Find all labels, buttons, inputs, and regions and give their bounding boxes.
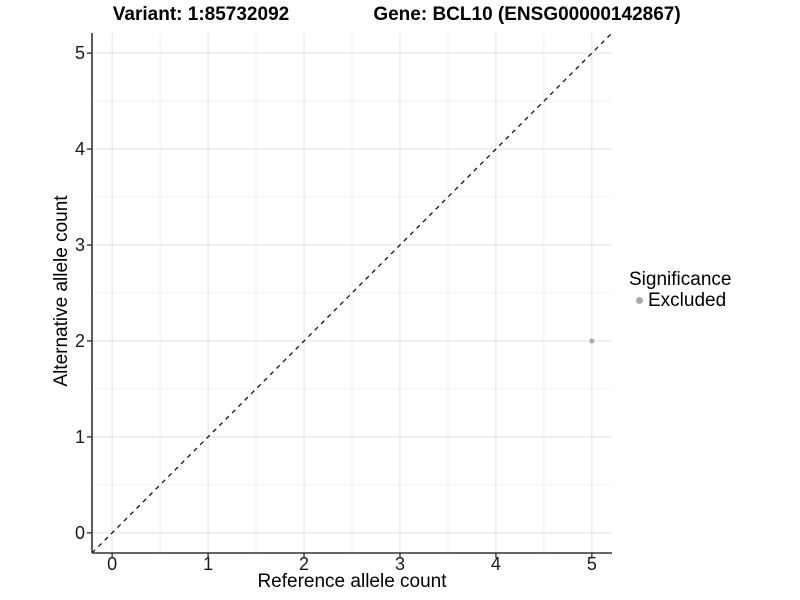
x-tick-label: 3	[394, 554, 405, 574]
x-tick-label: 5	[586, 554, 597, 574]
x-tick-label: 0	[107, 554, 118, 574]
legend-title: Significance	[629, 269, 732, 290]
y-tick-label: 5	[74, 43, 85, 64]
identity-reference-line	[91, 32, 613, 554]
x-tick-label: 4	[490, 554, 501, 574]
y-tick-label: 2	[74, 330, 85, 351]
legend-item-excluded: Excluded	[629, 290, 731, 311]
y-tick-label: 1	[74, 426, 85, 447]
y-axis-title: Alternative allele count	[51, 195, 72, 387]
x-axis-title: Reference allele count	[257, 571, 447, 592]
plot-title-variant: Variant: 1:85732092	[112, 4, 290, 25]
y-tick-label: 0	[74, 522, 85, 543]
plot-title-gene: Gene: BCL10 (ENSG00000142867)	[373, 4, 681, 25]
x-tick-label: 2	[299, 554, 310, 574]
legend: Significance Excluded	[629, 269, 731, 311]
y-tick-label: 4	[74, 139, 85, 160]
data-point	[589, 338, 595, 344]
x-tick-label: 1	[203, 554, 214, 574]
legend-item-label: Excluded	[648, 290, 727, 311]
excluded-point-marker-icon	[636, 297, 643, 304]
y-tick-label: 3	[74, 235, 85, 256]
